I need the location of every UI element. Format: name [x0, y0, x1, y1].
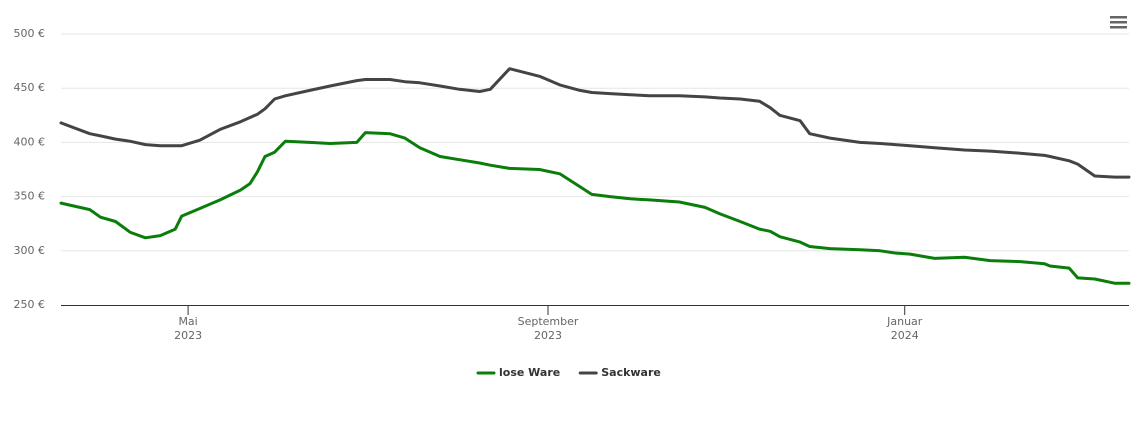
- x-tick-label: 2023: [534, 329, 562, 342]
- y-tick-label: 300 €: [14, 244, 46, 257]
- x-tick-label: 2024: [891, 329, 919, 342]
- x-tick-label: Mai: [178, 315, 197, 328]
- series-line: [59, 131, 1131, 285]
- x-tick-label: Januar: [886, 315, 923, 328]
- menu-icon-bar: [1110, 21, 1127, 24]
- x-tick-label: September: [518, 315, 579, 328]
- y-tick-label: 500 €: [14, 27, 46, 40]
- legend-label: Sackware: [601, 366, 661, 379]
- y-tick-label: 350 €: [14, 190, 46, 203]
- menu-icon-bar: [1110, 26, 1127, 29]
- legend-item[interactable]: Sackware: [578, 366, 661, 379]
- legend: lose Ware Sackware: [476, 366, 661, 379]
- legend-item[interactable]: lose Ware: [476, 366, 560, 379]
- legend-label: lose Ware: [499, 366, 560, 379]
- y-tick-label: 400 €: [14, 135, 46, 148]
- menu-button[interactable]: [1110, 16, 1127, 29]
- x-tick-label: 2023: [174, 329, 202, 342]
- series-line: [59, 67, 1131, 179]
- y-tick-label: 250 €: [14, 298, 46, 311]
- menu-icon-bar: [1110, 16, 1127, 19]
- y-tick-label: 450 €: [14, 81, 46, 94]
